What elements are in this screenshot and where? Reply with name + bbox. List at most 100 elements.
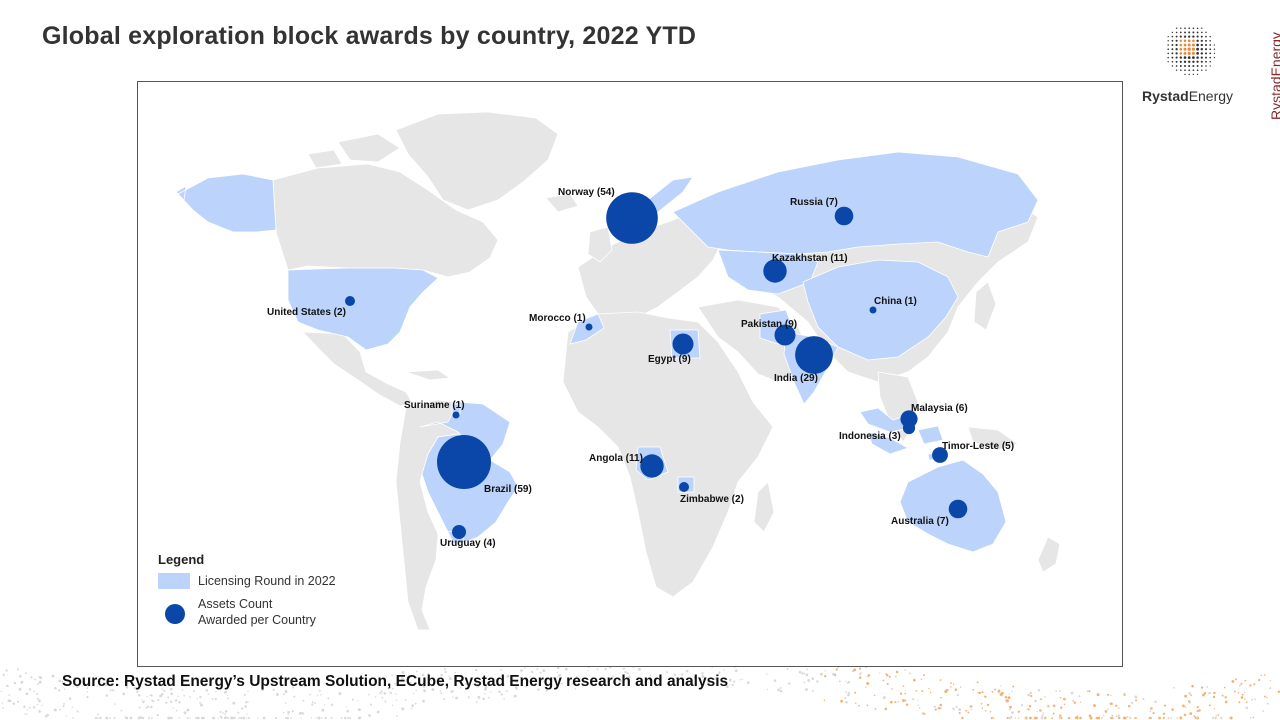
logo-dot <box>1213 48 1216 50</box>
deco-dot <box>242 716 246 720</box>
deco-dot <box>396 678 399 680</box>
deco-dot <box>977 691 979 694</box>
deco-dot <box>844 697 847 699</box>
deco-dot <box>1212 695 1216 699</box>
deco-dot <box>1106 708 1109 711</box>
deco-dot <box>1089 716 1093 720</box>
deco-dot <box>1073 701 1077 705</box>
deco-dot <box>315 717 317 719</box>
deco-dot <box>174 699 178 702</box>
deco-dot <box>421 673 425 677</box>
deco-dot <box>1258 678 1261 682</box>
deco-dot <box>952 683 955 686</box>
page-title: Global exploration block awards by count… <box>42 22 697 50</box>
deco-dot <box>866 704 869 707</box>
deco-dot <box>1217 714 1220 716</box>
logo-dot <box>1196 35 1199 38</box>
deco-dot <box>575 676 578 678</box>
deco-dot <box>1020 703 1024 707</box>
deco-dot <box>54 687 57 690</box>
deco-dot <box>939 679 942 681</box>
deco-dot <box>186 708 190 712</box>
land-madagascar <box>753 481 775 533</box>
logo-dot <box>1179 35 1182 38</box>
logo-dot <box>1196 69 1199 72</box>
deco-dot <box>765 673 768 675</box>
deco-dot <box>38 699 41 703</box>
deco-dot <box>384 700 387 703</box>
logo-dot <box>1167 61 1169 63</box>
deco-dot <box>624 668 626 670</box>
deco-dot <box>1213 691 1216 695</box>
deco-dot <box>222 712 224 714</box>
deco-dot <box>1130 701 1134 705</box>
land-canada <box>272 163 499 278</box>
logo-dot <box>1201 69 1203 71</box>
deco-dot <box>196 697 198 700</box>
deco-dot <box>731 683 734 687</box>
deco-dot <box>1152 712 1155 715</box>
label-india: India (29) <box>774 373 818 384</box>
deco-dot <box>309 693 311 696</box>
deco-dot <box>934 708 937 711</box>
deco-dot <box>245 701 248 704</box>
deco-dot <box>368 693 370 696</box>
deco-dot <box>589 678 593 682</box>
deco-dot <box>283 711 285 714</box>
deco-dot <box>1014 717 1017 719</box>
deco-dot <box>879 672 881 674</box>
deco-dot <box>701 675 705 678</box>
deco-dot <box>965 709 968 712</box>
deco-dot <box>330 703 334 706</box>
deco-dot <box>1035 716 1038 720</box>
deco-dot <box>687 681 690 684</box>
deco-dot <box>141 716 145 720</box>
deco-dot <box>729 683 731 685</box>
deco-dot <box>574 688 577 690</box>
deco-dot <box>1142 698 1145 700</box>
deco-dot <box>1027 693 1031 697</box>
region-suriname <box>451 403 461 415</box>
deco-dot <box>970 708 973 711</box>
deco-dot <box>20 680 24 684</box>
deco-dot <box>976 681 979 684</box>
deco-dot <box>122 692 126 696</box>
deco-dot <box>404 699 407 701</box>
deco-dot <box>18 687 22 691</box>
deco-dot <box>649 676 651 679</box>
deco-dot <box>1162 712 1166 715</box>
deco-dot <box>665 671 669 674</box>
deco-dot <box>156 713 159 717</box>
deco-dot <box>1017 710 1020 713</box>
logo-dot <box>1209 65 1211 67</box>
logo-dot <box>1209 61 1211 63</box>
deco-dot <box>967 711 970 714</box>
deco-dot <box>227 697 229 700</box>
deco-dot <box>199 695 202 699</box>
deco-dot <box>811 677 815 680</box>
deco-dot <box>723 678 726 681</box>
deco-dot <box>448 677 452 681</box>
deco-dot <box>1221 717 1223 719</box>
deco-dot <box>238 717 240 719</box>
deco-dot <box>243 693 246 696</box>
deco-dot <box>773 679 777 682</box>
logo-dot <box>1183 56 1187 59</box>
deco-dot <box>226 694 229 697</box>
deco-dot <box>628 675 631 678</box>
deco-dot <box>1213 708 1216 710</box>
deco-dot <box>257 717 259 719</box>
deco-dot <box>293 695 296 698</box>
deco-dot <box>1135 717 1138 719</box>
deco-dot <box>324 716 327 720</box>
logo-dot <box>1192 60 1195 63</box>
deco-dot <box>1224 696 1227 699</box>
logo-dot <box>1196 73 1199 76</box>
bubble-india <box>795 336 833 374</box>
deco-dot <box>327 697 330 700</box>
logo-dot <box>1191 51 1195 55</box>
deco-dot <box>86 695 89 699</box>
deco-dot <box>1093 704 1096 708</box>
deco-dot <box>195 717 197 719</box>
deco-dot <box>1012 685 1015 688</box>
